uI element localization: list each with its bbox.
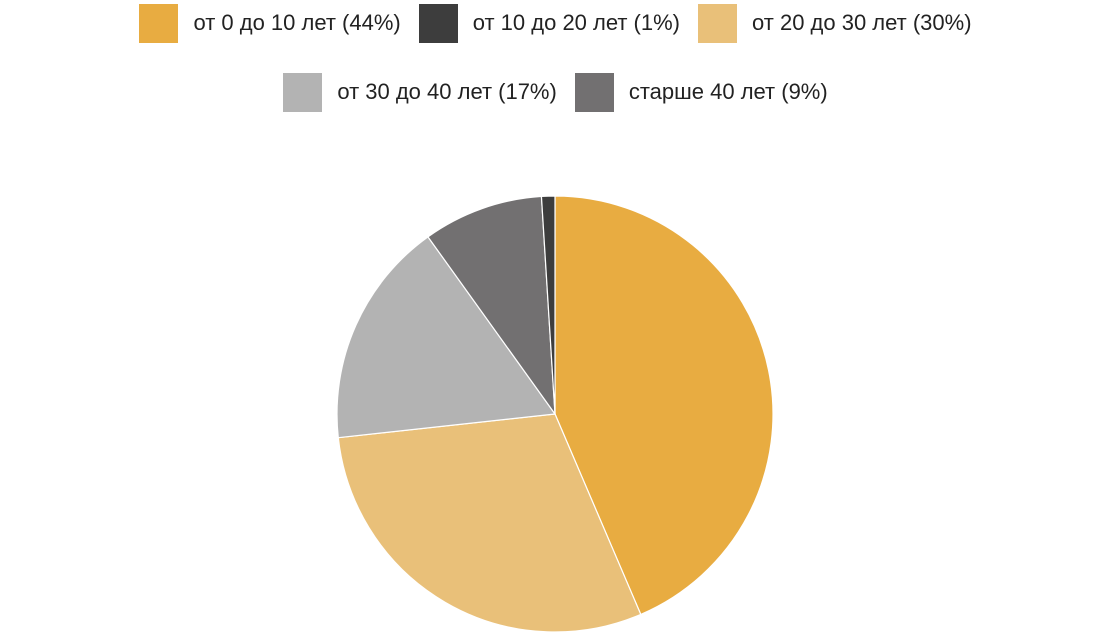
pie-slice-10-20 (540, 195, 556, 415)
legend-label-30-40: от 30 до 40 лет (17%) (337, 79, 557, 104)
legend-item-30-40: от 30 до 40 лет (17%) (283, 72, 557, 112)
legend-row-1: от 0 до 10 лет (44%) от 10 до 20 лет (1%… (0, 3, 1111, 43)
legend-swatch-10-20 (418, 3, 458, 43)
legend-item-0-10: от 0 до 10 лет (44%) (139, 3, 401, 43)
legend-item-over-40: старше 40 лет (9%) (574, 72, 828, 112)
pie-slice-0-10 (554, 195, 774, 616)
legend-swatch-30-40 (283, 72, 323, 112)
pie-slice-20-30 (337, 413, 642, 633)
legend-item-20-30: от 20 до 30 лет (30%) (698, 3, 972, 43)
legend-swatch-0-10 (139, 3, 179, 43)
legend-label-0-10: от 0 до 10 лет (44%) (193, 10, 401, 35)
legend-row-2: от 30 до 40 лет (17%) старше 40 лет (9%) (0, 72, 1111, 112)
legend-swatch-over-40 (574, 72, 614, 112)
pie-slice-over-40 (427, 195, 556, 415)
legend-swatch-20-30 (698, 3, 738, 43)
legend-label-10-20: от 10 до 20 лет (1%) (472, 10, 681, 35)
legend-item-10-20: от 10 до 20 лет (1%) (418, 3, 681, 43)
legend-label-20-30: от 20 до 30 лет (30%) (752, 10, 972, 35)
legend-label-over-40: старше 40 лет (9%) (628, 79, 828, 104)
pie-slice-30-40 (336, 236, 556, 439)
